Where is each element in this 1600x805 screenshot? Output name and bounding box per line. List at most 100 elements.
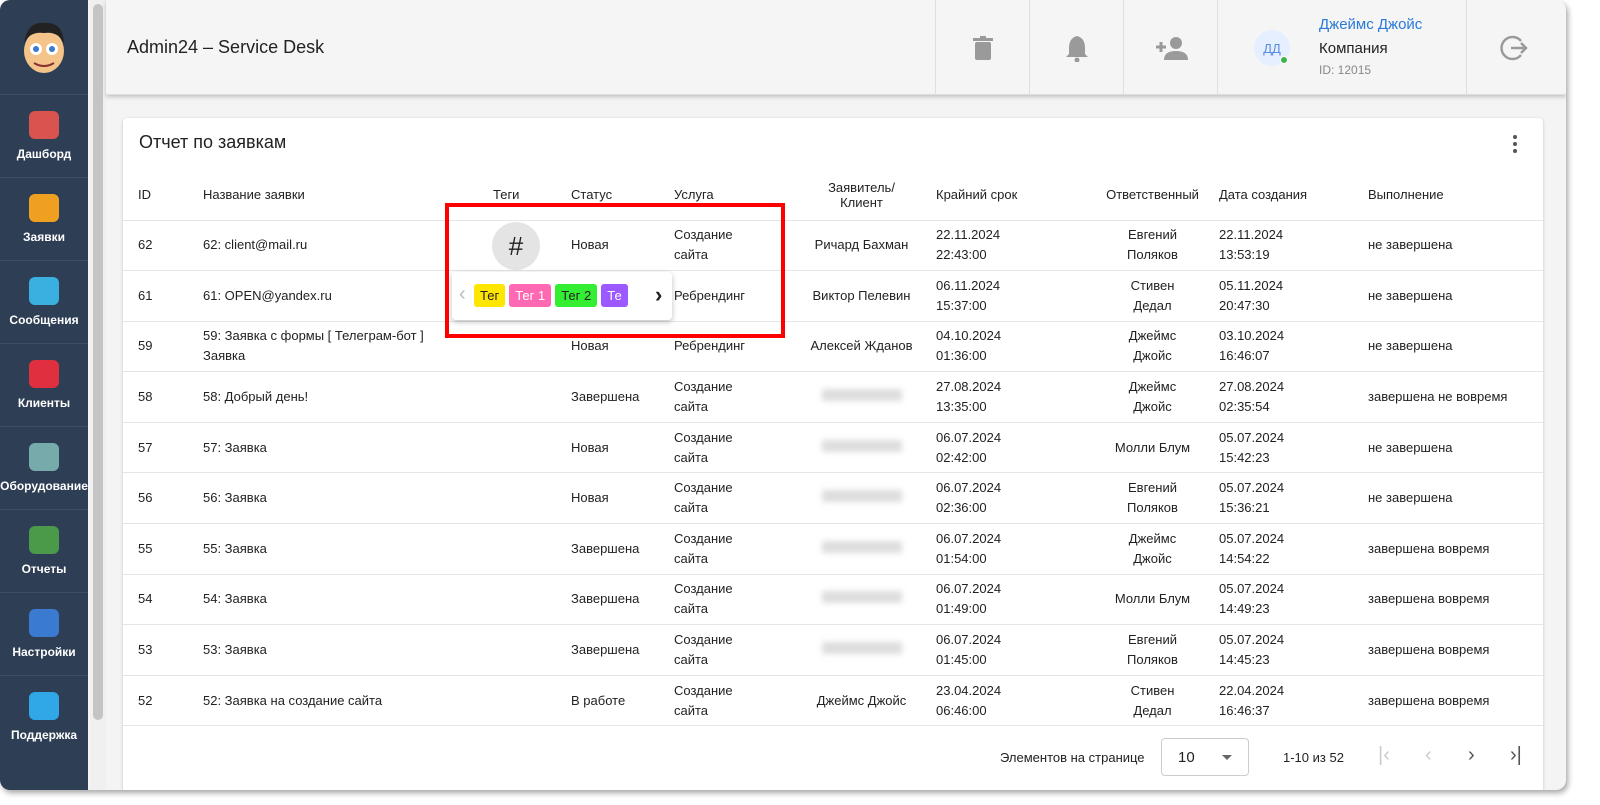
cell-completion: завершена вовремя: [1368, 523, 1543, 575]
cell-deadline: 06.07.2024 02:42:00: [936, 422, 1086, 474]
app-title: Admin24 – Service Desk: [127, 37, 325, 57]
highlight-box: [445, 203, 785, 338]
cell-title[interactable]: 53: Заявка: [203, 624, 493, 676]
column-header[interactable]: Заявитель/ Клиент: [787, 170, 936, 221]
add-user-button[interactable]: [1123, 0, 1217, 95]
tag-chip[interactable]: Тег: [474, 284, 506, 307]
column-header[interactable]: Теги: [493, 170, 571, 221]
bell-icon: [1065, 35, 1088, 62]
cell-completion: завершена вовремя: [1368, 624, 1543, 676]
first-page-button[interactable]: |‹: [1378, 744, 1390, 766]
table-row[interactable]: 52 52: Заявка на создание сайта В работе…: [123, 675, 1543, 727]
sidebar-item[interactable]: Клиенты: [0, 343, 88, 426]
table-row[interactable]: 59 59: Заявка с формы [ Телеграм-бот ] З…: [123, 321, 1543, 373]
sidebar-item[interactable]: Настройки: [0, 592, 88, 675]
table-row[interactable]: 57 57: Заявка Новая Создание сайта 06.07…: [123, 422, 1543, 474]
cell-tags: [493, 472, 571, 525]
per-page-select[interactable]: 10: [1161, 738, 1249, 776]
sidebar-item[interactable]: Отчеты: [0, 509, 88, 592]
cell-responsible: Джеймс Джойс: [1086, 371, 1219, 423]
cell-responsible: Стивен Дедал: [1086, 675, 1219, 727]
prev-page-button[interactable]: ‹: [1425, 744, 1432, 766]
scrollbar-thumb[interactable]: [93, 4, 103, 720]
column-header[interactable]: ID: [123, 170, 203, 221]
cell-responsible: Стивен Дедал: [1086, 270, 1219, 322]
table-row[interactable]: 55 55: Заявка Завершена Создание сайта 0…: [123, 523, 1543, 575]
sidebar-item-label: Заявки: [23, 230, 65, 244]
help-icon: [29, 692, 59, 720]
cell-title[interactable]: 58: Добрый день!: [203, 371, 493, 423]
table-row[interactable]: 62 62: client@mail.ru Новая Создание сай…: [123, 220, 1543, 272]
cell-tags: [493, 523, 571, 575]
more-menu-button[interactable]: [1513, 134, 1517, 159]
cell-deadline: 06.07.2024 01:49:00: [936, 574, 1086, 626]
column-header[interactable]: Ответственный: [1086, 170, 1219, 221]
table-row[interactable]: 53 53: Заявка Завершена Создание сайта 0…: [123, 624, 1543, 676]
cell-title[interactable]: 54: Заявка: [203, 574, 493, 626]
trash-button[interactable]: [935, 0, 1029, 95]
column-header[interactable]: Статус: [571, 170, 674, 221]
table-row[interactable]: 61 61: OPEN@yandex.ru Ребрендинг Виктор …: [123, 270, 1543, 322]
column-header[interactable]: Название заявки: [203, 170, 493, 221]
cell-service: Создание сайта: [674, 624, 787, 676]
cell-title[interactable]: 61: OPEN@yandex.ru: [203, 270, 493, 322]
cell-created: 03.10.2024 16:46:07: [1219, 321, 1368, 373]
cell-id: 53: [123, 624, 203, 676]
logout-button[interactable]: [1466, 0, 1560, 95]
sidebar-item[interactable]: Заявки: [0, 177, 88, 260]
cell-responsible: Джеймс Джойс: [1086, 321, 1219, 373]
sidebar-item[interactable]: Дашборд: [0, 94, 88, 177]
cell-title[interactable]: 59: Заявка с формы [ Телеграм-бот ] Заяв…: [203, 321, 493, 373]
tag-chip[interactable]: Тег 2: [555, 284, 598, 307]
reports-icon: [29, 526, 59, 554]
chat-icon: [29, 277, 59, 305]
column-header[interactable]: Выполнение: [1368, 170, 1543, 221]
cell-title[interactable]: 57: Заявка: [203, 422, 493, 474]
sidebar-item[interactable]: Сообщения: [0, 260, 88, 343]
client: Виктор Пелевин: [812, 287, 911, 303]
cell-title[interactable]: 56: Заявка: [203, 472, 493, 525]
sidebar-item[interactable]: Поддержка: [0, 675, 88, 758]
cell-title[interactable]: 52: Заявка на создание сайта: [203, 675, 493, 727]
scrollbar[interactable]: [90, 0, 106, 790]
last-page-button[interactable]: ›|: [1510, 744, 1522, 766]
user-name[interactable]: Джеймс Джойс: [1319, 16, 1423, 33]
cell-created: 22.04.2024 16:46:37: [1219, 675, 1368, 727]
client-blurred: [821, 490, 902, 503]
tag-chip[interactable]: Тег 1: [509, 284, 552, 307]
cell-id: 62: [123, 220, 203, 272]
table-row[interactable]: 58 58: Добрый день! Завершена Создание с…: [123, 371, 1543, 423]
next-page-button[interactable]: ›: [1468, 744, 1475, 766]
cell-status: Завершена: [571, 371, 674, 423]
table-row[interactable]: 56 56: Заявка Новая Создание сайта 06.07…: [123, 472, 1543, 525]
tag-chip[interactable]: Те: [601, 284, 628, 307]
column-header[interactable]: Услуга: [674, 170, 787, 221]
table-row[interactable]: 54 54: Заявка Завершена Создание сайта 0…: [123, 574, 1543, 626]
sidebar-item-label: Клиенты: [17, 396, 71, 410]
sidebar-item-label: Дашборд: [16, 147, 72, 161]
notifications-button[interactable]: [1029, 0, 1123, 95]
cell-title[interactable]: 55: Заявка: [203, 523, 493, 575]
cell-status: Завершена: [571, 574, 674, 626]
cell-service: Создание сайта: [674, 523, 787, 575]
column-header[interactable]: Крайний срок: [936, 170, 1086, 221]
report-card: Отчет по заявкам ID Название заявки Теги Ст…: [123, 118, 1543, 790]
cell-completion: не завершена: [1368, 220, 1543, 272]
cell-status: Новая: [571, 472, 674, 525]
card-title: Отчет по заявкам: [139, 132, 287, 152]
cell-title[interactable]: 62: client@mail.ru: [203, 220, 493, 272]
user-profile[interactable]: ДД Джеймс Джойс Компания ID: 12015: [1217, 0, 1466, 95]
cell-tags: [493, 675, 571, 727]
column-header[interactable]: Дата создания: [1219, 170, 1368, 221]
avatar-logo[interactable]: [0, 0, 88, 94]
cell-service: Создание сайта: [674, 574, 787, 626]
sidebar-item-label: Сообщения: [9, 313, 79, 327]
cell-responsible: Евгений Поляков: [1086, 220, 1219, 272]
trash-icon: [972, 35, 993, 60]
sidebar-item[interactable]: Оборудование: [0, 426, 88, 509]
cell-deadline: 06.11.2024 15:37:00: [936, 270, 1086, 322]
user-company: Компания: [1319, 40, 1388, 57]
tags-prev-button[interactable]: ‹: [459, 283, 466, 305]
tags-next-button[interactable]: ›: [655, 282, 663, 307]
tags-button[interactable]: #: [492, 222, 540, 270]
